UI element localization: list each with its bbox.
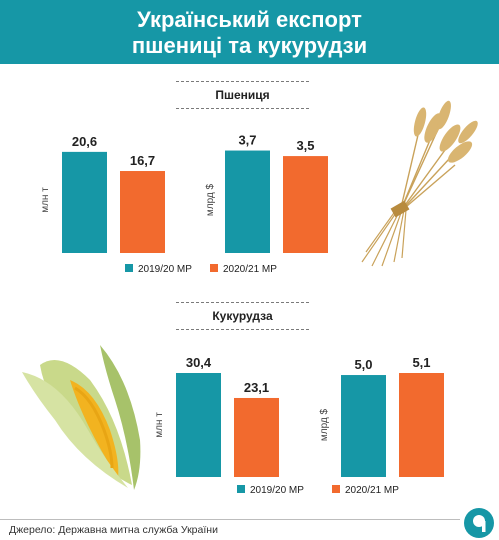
corn-section-line-top: [176, 302, 309, 303]
ylabel-chart4: млрд $: [319, 408, 330, 441]
footer-divider: [0, 519, 460, 520]
ylabel-chart1: млн т: [40, 187, 51, 213]
header-banner: Український експорт пшениці та кукурудзи: [0, 0, 499, 64]
bar-chart2-2: [283, 156, 328, 253]
brand-logo-icon: [464, 508, 494, 538]
title-line-2: пшениці та кукурудзи: [131, 33, 368, 58]
legend1-swatch-1: [125, 264, 133, 272]
bar-chart2-1: [225, 150, 270, 253]
value-label-chart4-1: 5,0: [354, 357, 372, 372]
title-line-1: Український експорт: [137, 7, 362, 32]
value-label-chart2-1: 3,7: [238, 133, 256, 148]
value-label-chart4-2: 5,1: [412, 355, 430, 370]
wheat-section-line-bottom: [176, 108, 309, 109]
legend1-label-1: 2019/20 МР: [138, 264, 192, 275]
bar-chart4-2: [399, 373, 444, 477]
bar-chart3-2: [234, 397, 279, 477]
wheat-section-title: Пшениця: [215, 88, 270, 102]
wheat-section-line-top: [176, 81, 309, 82]
bar-chart1-2: [120, 171, 165, 253]
corn-section-line-bottom: [176, 329, 309, 330]
corn-section-title: Кукурудза: [212, 309, 273, 323]
legend1-label-2: 2020/21 МР: [223, 264, 277, 275]
legend2-swatch-1: [237, 485, 245, 493]
legend2-swatch-2: [332, 485, 340, 493]
bar-chart1-1: [62, 151, 107, 253]
value-label-chart2-2: 3,5: [296, 138, 314, 153]
ylabel-chart2: млрд $: [205, 183, 216, 216]
corn-icon: [22, 345, 141, 490]
source-note: Джерело: Державна митна служба України: [9, 524, 218, 536]
legend2-label-1: 2019/20 МР: [250, 485, 304, 496]
value-label-chart3-2: 23,1: [244, 380, 269, 395]
bar-chart4-1: [341, 375, 386, 477]
bar-chart3-1: [176, 373, 221, 477]
legend1-swatch-2: [210, 264, 218, 272]
wheat-icon: [361, 100, 478, 267]
legend2-label-2: 2020/21 МР: [345, 485, 399, 496]
value-label-chart1-2: 16,7: [130, 153, 155, 168]
value-label-chart1-1: 20,6: [72, 134, 97, 149]
value-label-chart3-1: 30,4: [186, 355, 212, 370]
ylabel-chart3: млн т: [154, 412, 165, 438]
